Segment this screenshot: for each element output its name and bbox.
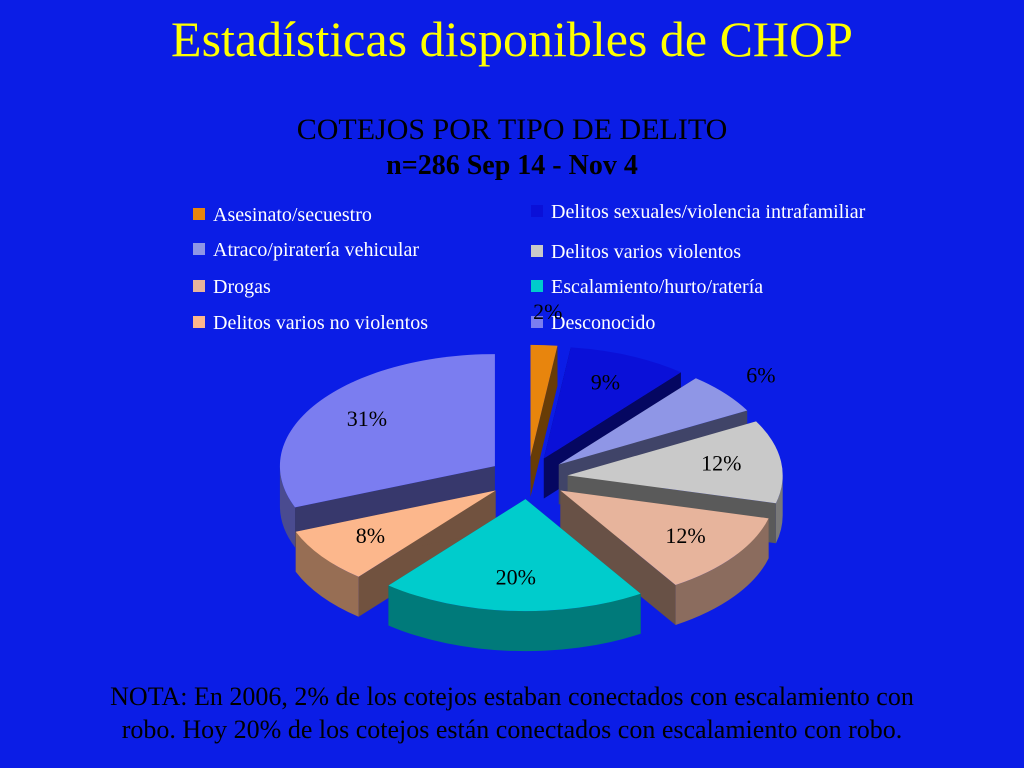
legend-label: Delitos varios violentos: [551, 241, 741, 263]
legend-swatch: [193, 208, 205, 220]
slice-label: 6%: [746, 362, 775, 387]
chart-subtitle: n=286 Sep 14 - Nov 4: [386, 150, 638, 181]
note-text: NOTA: En 2006, 2% de los cotejos estaban…: [0, 680, 1024, 746]
legend-swatch: [531, 205, 543, 217]
pie-slice: [530, 344, 558, 497]
slice-label: 2%: [533, 299, 562, 324]
chart-title: COTEJOS POR TIPO DE DELITO: [296, 113, 728, 146]
legend-item-drogas: Drogas: [193, 275, 271, 299]
legend-label: Escalamiento/hurto/ratería: [551, 276, 764, 298]
legend-item-escalamiento: Escalamiento/hurto/ratería: [531, 275, 763, 299]
legend-swatch: [531, 316, 543, 328]
note-line-1: NOTA: En 2006, 2% de los cotejos estaban…: [110, 682, 914, 711]
legend-label: Delitos sexuales/violencia intrafamiliar: [551, 201, 866, 223]
legend-item-asesinato: Asesinato/secuestro: [193, 203, 372, 227]
legend-swatch: [193, 316, 205, 328]
slice-label: 8%: [356, 523, 385, 548]
legend-swatch: [193, 243, 205, 255]
legend-swatch: [531, 280, 543, 292]
legend-label: Desconocido: [551, 312, 656, 334]
legend-label: Drogas: [213, 276, 271, 298]
legend-swatch: [193, 280, 205, 292]
pie-slice: [560, 490, 769, 626]
slice-label: 20%: [496, 565, 536, 590]
pie-slice: [388, 499, 641, 652]
legend-item-atraco: Atraco/piratería vehicular: [193, 238, 419, 262]
legend-item-no-violentos: Delitos varios no violentos: [193, 311, 428, 335]
legend-label: Atraco/piratería vehicular: [213, 239, 419, 261]
legend-label: Delitos varios no violentos: [213, 312, 428, 334]
slice-label: 12%: [701, 450, 741, 475]
legend-item-violentos: Delitos varios violentos: [531, 240, 741, 264]
legend-swatch: [531, 245, 543, 257]
slide-title: Estadísticas disponibles de CHOP: [171, 11, 853, 67]
slice-label: 12%: [665, 523, 705, 548]
legend-item-desconocido: Desconocido: [531, 311, 655, 335]
note-line-2: robo. Hoy 20% de los cotejos están conec…: [121, 715, 903, 744]
slice-label: 31%: [347, 406, 387, 431]
legend-item-sexuales: Delitos sexuales/violencia intrafamiliar: [531, 200, 865, 224]
slice-label: 9%: [591, 370, 620, 395]
legend-label: Asesinato/secuestro: [213, 204, 372, 226]
